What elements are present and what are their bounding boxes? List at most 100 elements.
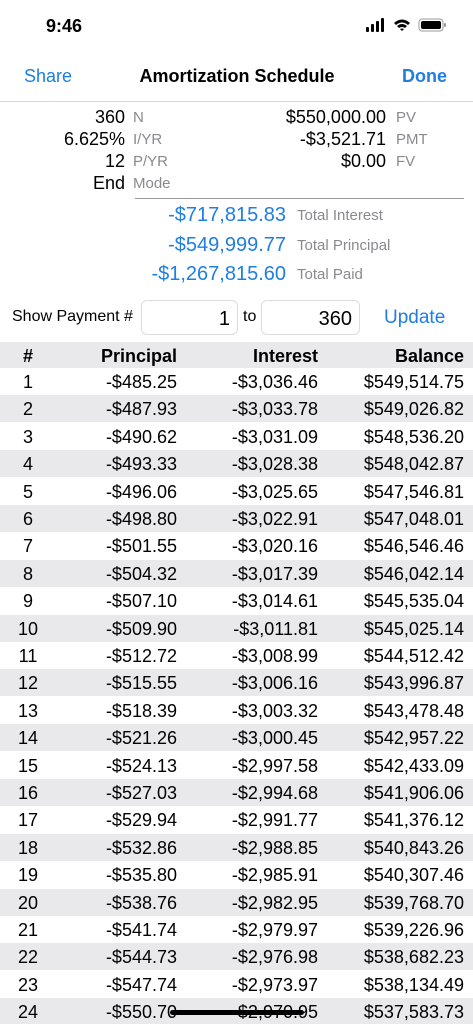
table-row: 5 -$496.06 -$3,025.65 $547,546.81	[0, 478, 473, 505]
table-row: 23 -$547.74 -$2,973.97 $538,134.49	[0, 971, 473, 998]
nav-title: Amortization Schedule	[139, 66, 335, 86]
table-cell: -$498.80	[105, 509, 177, 529]
table-cell: $540,307.46	[363, 865, 464, 886]
table-cell: -$2,982.95	[231, 892, 318, 913]
table-cell: 5	[22, 481, 34, 502]
table-cell: $545,535.04	[363, 591, 464, 612]
table-cell: -$527.03	[105, 783, 177, 803]
total-label: Total Interest	[297, 207, 383, 224]
table-header: # Principal Interest Balance	[0, 342, 473, 368]
output-label: FV	[396, 153, 416, 170]
table-cell: $543,996.87	[363, 673, 464, 694]
table-cell: $548,536.20	[363, 426, 464, 447]
table-cell: -$3,011.81	[233, 618, 318, 639]
table-cell: $547,546.81	[363, 481, 464, 502]
to-label: to	[243, 308, 257, 325]
table-cell: -$524.13	[105, 755, 177, 776]
table-cell: 24	[17, 1002, 39, 1023]
total-value: -$549,999.77	[168, 233, 286, 256]
table-cell: $543,478.48	[363, 700, 464, 721]
table-cell: $541,376.12	[363, 810, 464, 831]
table-row: 2 -$487.93 -$3,033.78 $549,026.82	[0, 395, 473, 423]
table-cell: -$507.10	[105, 591, 177, 612]
input-label: Mode	[133, 175, 171, 192]
table-cell: -$3,022.91	[231, 509, 318, 529]
home-indicator	[170, 1010, 304, 1015]
status-icons	[366, 18, 446, 32]
table-cell: 10	[17, 618, 39, 639]
input-label: P/YR	[133, 153, 169, 170]
table-cell: -$2,994.68	[231, 783, 318, 803]
input-label: I/YR	[133, 131, 163, 148]
table-cell: -$544.73	[105, 947, 177, 968]
table-row: 20 -$538.76 -$2,982.95 $539,768.70	[0, 888, 473, 916]
table-cell: 3	[22, 426, 34, 447]
from-value: 1	[218, 308, 230, 330]
table-row: 15 -$524.13 -$2,997.58 $542,433.09	[0, 752, 473, 779]
table-cell: $539,226.96	[363, 920, 464, 940]
table-cell: -$487.93	[105, 399, 177, 420]
table-cell: -$532.86	[105, 837, 177, 858]
table-row: 16 -$527.03 -$2,994.68 $541,906.06	[0, 779, 473, 806]
input-label: N	[133, 109, 144, 126]
table-cell: $547,048.01	[363, 509, 464, 529]
done-button[interactable]: Done	[402, 66, 447, 86]
table-row: 22 -$544.73 -$2,976.98 $538,682.23	[0, 943, 473, 971]
table-cell: 8	[22, 563, 34, 584]
table-cell: -$493.33	[105, 454, 177, 475]
column-header: Principal	[100, 346, 177, 366]
table-cell: -$3,028.38	[231, 454, 318, 475]
table-cell: $549,514.75	[363, 372, 464, 392]
table-cell: 19	[17, 865, 39, 886]
table-cell: 13	[17, 700, 39, 721]
table-cell: -$3,020.16	[231, 536, 318, 557]
column-header: #	[22, 346, 34, 366]
table-cell: $539,768.70	[363, 892, 464, 913]
table-cell: $540,843.26	[363, 837, 464, 858]
table-row: 8 -$504.32 -$3,017.39 $546,042.14	[0, 559, 473, 587]
table-cell: -$3,033.78	[231, 399, 318, 420]
table-row: 21 -$541.74 -$2,979.97 $539,226.96	[0, 916, 473, 943]
table-cell: 20	[17, 892, 39, 913]
table-cell: -$2,985.91	[231, 865, 318, 886]
table-cell: 21	[17, 920, 39, 940]
input-value: 6.625%	[63, 129, 125, 149]
to-input[interactable]: 360	[261, 300, 360, 335]
divider	[135, 198, 464, 199]
table-cell: $549,026.82	[363, 399, 464, 420]
table-cell: $542,433.09	[363, 755, 464, 776]
table-row: 3 -$490.62 -$3,031.09 $548,536.20	[0, 423, 473, 450]
table-cell: -$3,008.99	[231, 646, 318, 666]
table-row: 17 -$529.94 -$2,991.77 $541,376.12	[0, 806, 473, 833]
table-cell: -$490.62	[105, 426, 177, 447]
output-value: $0.00	[340, 151, 386, 171]
table-cell: 17	[17, 810, 39, 831]
table-cell: 23	[17, 974, 39, 995]
table-row: 9 -$507.10 -$3,014.61 $545,535.04	[0, 587, 473, 614]
table-cell: $545,025.14	[363, 618, 464, 639]
range-label: Show Payment #	[12, 308, 133, 325]
table-cell: $541,906.06	[363, 783, 464, 803]
table-row: 14 -$521.26 -$3,000.45 $542,957.22	[0, 724, 473, 752]
total-value: -$717,815.83	[168, 204, 286, 226]
table-cell: -$3,000.45	[231, 728, 318, 749]
table-cell: -$2,979.97	[231, 920, 318, 940]
divider	[0, 101, 473, 102]
total-value: -$1,267,815.60	[151, 263, 286, 285]
table-cell: 1	[22, 372, 34, 392]
table-cell: $546,546.46	[363, 536, 464, 557]
table-cell: 7	[22, 536, 34, 557]
table-cell: 14	[17, 728, 39, 749]
share-button[interactable]: Share	[24, 66, 73, 86]
table-cell: 16	[17, 783, 39, 803]
table-cell: -$547.74	[105, 974, 177, 995]
from-input[interactable]: 1	[141, 300, 238, 335]
table-cell: 18	[17, 837, 39, 858]
table-cell: 15	[17, 755, 39, 776]
update-button[interactable]: Update	[384, 307, 446, 328]
table-cell: -$512.72	[105, 646, 177, 666]
table-cell: 22	[17, 947, 39, 968]
table-row: 6 -$498.80 -$3,022.91 $547,048.01	[0, 505, 473, 532]
table-cell: -$3,036.46	[231, 372, 318, 392]
